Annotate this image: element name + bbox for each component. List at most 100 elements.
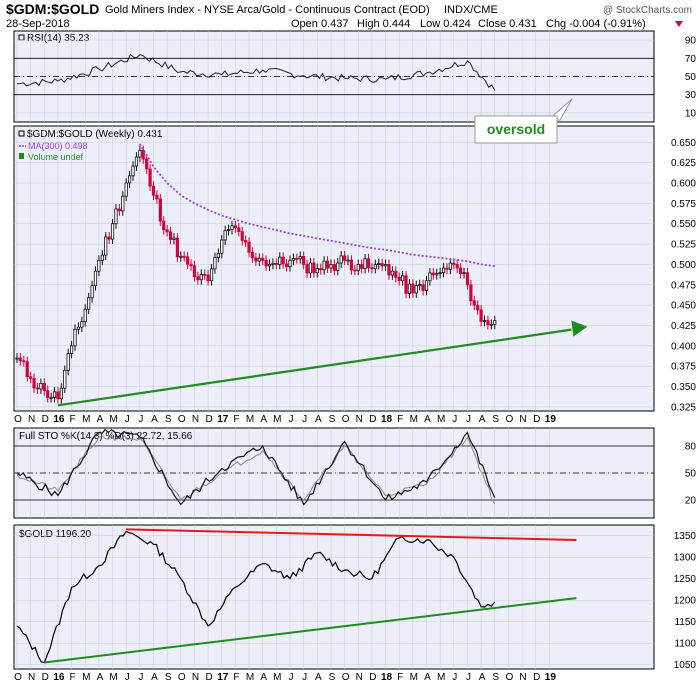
candle-body <box>237 227 241 233</box>
candle-body <box>370 267 374 270</box>
candle-body <box>209 268 214 282</box>
chart-exchange: INDX/CME <box>444 4 498 16</box>
candle-body <box>216 252 220 258</box>
x-tick-label: M <box>246 672 254 683</box>
gold-price-line <box>16 530 496 664</box>
x-tick-label: N <box>28 672 35 683</box>
candle-body <box>90 285 94 299</box>
candle-body <box>387 264 391 276</box>
gold-tick-label: 1300 <box>674 553 697 564</box>
candle-body <box>342 255 347 261</box>
x-tick-label: S <box>165 672 172 683</box>
candle-body <box>281 256 285 265</box>
candle-body <box>32 378 36 389</box>
candle-body <box>424 280 429 291</box>
sto-d-line <box>16 435 496 505</box>
candle-body <box>421 284 425 291</box>
x-tick-label: 19 <box>545 414 557 425</box>
candle-body <box>288 259 292 268</box>
price-title: $GDM:$GOLD (Weekly) 0.431 <box>27 129 163 140</box>
candle-body <box>346 259 350 262</box>
candle-body <box>49 397 53 399</box>
candle-body <box>353 269 357 272</box>
x-tick-label: D <box>42 414 49 425</box>
candle-body <box>182 255 186 258</box>
candle-body <box>141 150 145 160</box>
candle-body <box>459 267 463 275</box>
x-tick-label: J <box>466 672 471 683</box>
candle-body <box>445 267 449 270</box>
price-tick-label: 0.550 <box>671 219 696 230</box>
high-value: High 0.444 <box>357 18 410 30</box>
x-tick-label: J <box>302 672 307 683</box>
x-tick-label: D <box>369 414 376 425</box>
x-tick-label: S <box>492 414 499 425</box>
volume-legend: Volume undef <box>28 152 84 162</box>
price-legend-marker <box>18 130 25 137</box>
price-tick-label: 0.325 <box>671 402 696 413</box>
candle-body <box>151 185 156 196</box>
sto-k-line <box>16 428 496 506</box>
x-tick-label: D <box>533 672 540 683</box>
rsi-tick-label: 30 <box>685 90 697 101</box>
x-tick-label: A <box>479 414 486 425</box>
candle-body <box>117 208 121 212</box>
x-tick-label: S <box>492 672 499 683</box>
candle-body <box>390 270 394 276</box>
candle-body <box>431 272 435 276</box>
x-tick-label: D <box>533 414 540 425</box>
x-tick-label: 16 <box>53 672 65 683</box>
x-tick-label: F <box>397 414 403 425</box>
candle-body <box>244 240 248 243</box>
x-tick-label: A <box>151 414 158 425</box>
candle-body <box>56 391 60 400</box>
candle-body <box>325 260 330 269</box>
x-tick-label: 17 <box>217 672 229 683</box>
rsi-tick-label: 10 <box>685 108 697 119</box>
candle-body <box>332 264 336 271</box>
candle-body <box>97 259 101 272</box>
change-value: Chg -0.004 (-0.91%) <box>546 18 646 30</box>
candle-body <box>87 297 91 310</box>
candle-body <box>411 283 415 294</box>
price-tick-label: 0.650 <box>671 138 696 149</box>
x-tick-label: M <box>410 414 418 425</box>
price-panel: $GDM:$GOLD (Weekly) 0.431 MA(300) 0.498 … <box>13 125 655 412</box>
candle-body <box>254 257 258 262</box>
x-tick-label: A <box>260 414 267 425</box>
candle-body <box>46 390 50 399</box>
candle-body <box>148 168 152 187</box>
gold-tick-label: 1100 <box>674 639 696 650</box>
price-tick-label: 0.350 <box>671 382 696 393</box>
candle-body <box>25 361 29 378</box>
x-tick-label: 18 <box>381 414 393 425</box>
gold-panel-bg <box>13 524 655 670</box>
candle-body <box>59 387 63 400</box>
candle-body <box>213 257 217 270</box>
candle-body <box>240 231 244 241</box>
candle-body <box>131 165 135 177</box>
candle-body <box>220 239 224 254</box>
price-tick-label: 0.400 <box>671 341 696 352</box>
candle-body <box>223 230 227 241</box>
candle-body <box>206 274 210 282</box>
candle-body <box>404 275 408 294</box>
candle-body <box>339 255 343 264</box>
x-tick-label: F <box>233 672 239 683</box>
open-value: Open 0.437 <box>291 18 349 30</box>
candle-body <box>363 258 367 269</box>
candle-body <box>373 264 377 269</box>
x-tick-label: D <box>205 414 212 425</box>
candle-body <box>366 258 371 269</box>
x-tick-label: M <box>82 414 90 425</box>
candle-body <box>76 326 81 330</box>
gold-tick-label: 1050 <box>674 660 697 671</box>
candle-body <box>418 284 422 287</box>
rsi-series <box>14 53 654 96</box>
oversold-callout: oversold <box>474 98 573 144</box>
candle-body <box>83 308 87 323</box>
candle-body <box>414 285 418 294</box>
chart-date: 28-Sep-2018 <box>6 18 70 30</box>
candle-body <box>63 369 67 389</box>
sto-tick-label: 50 <box>685 469 697 480</box>
